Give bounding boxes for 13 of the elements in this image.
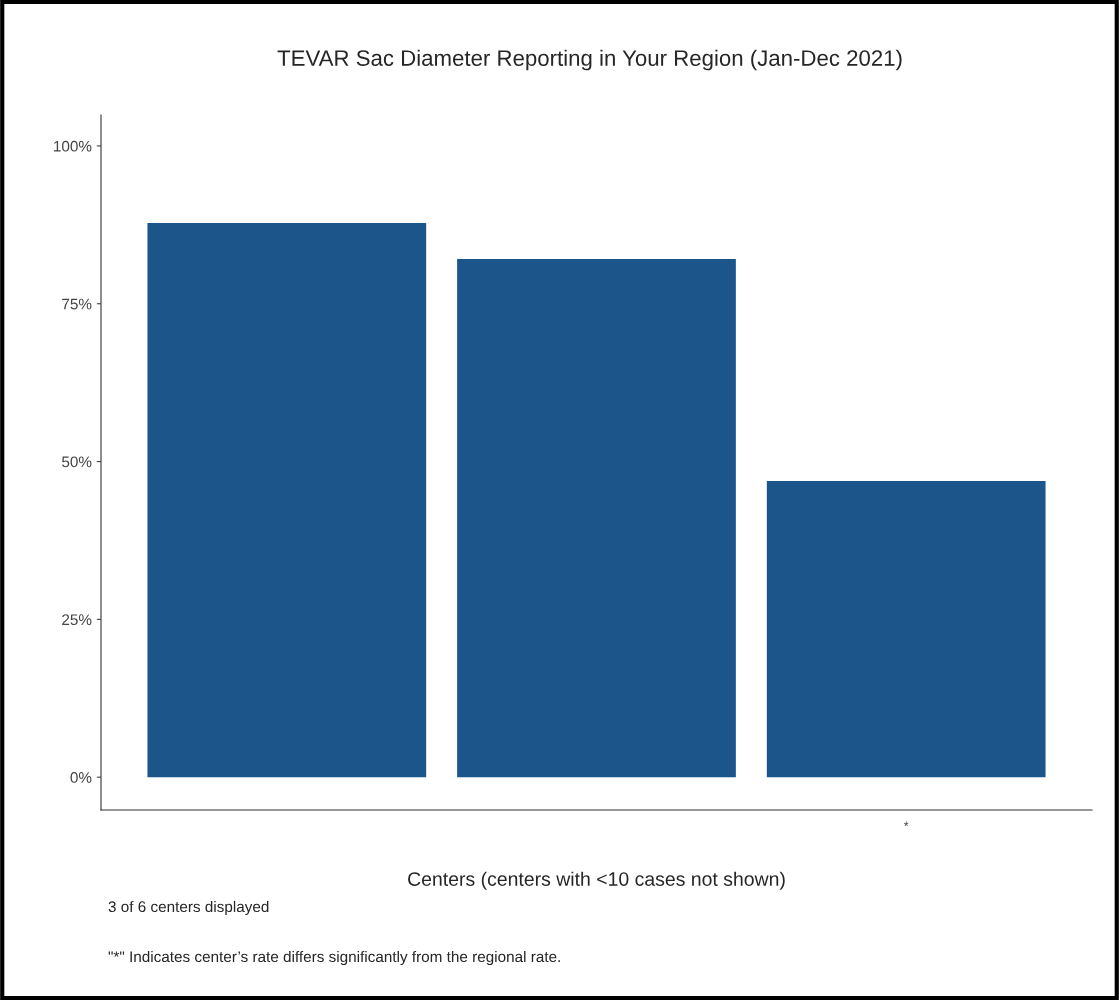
y-tick-label: 75%	[62, 298, 92, 310]
text: "*" Indicates center’s rate differs significantly from the regional rate.	[108, 950, 560, 966]
y-tick-label: 0%	[70, 772, 92, 783]
bar	[457, 258, 736, 778]
bar	[147, 222, 427, 778]
bar	[766, 481, 1046, 778]
chart-title: TEVAR Sac Diameter Reporting in Your Region (Jan-Dec 2021)	[277, 49, 902, 71]
text: 3 of 6 centers displayed	[108, 900, 269, 916]
y-tick-label: 25%	[62, 614, 92, 626]
y-tick-label: 50%	[62, 456, 92, 468]
x-axis-title: Centers (centers with <10 cases not shown)	[408, 871, 785, 890]
y-tick-label: 100%	[54, 140, 92, 152]
x-tick-label: *	[903, 821, 909, 826]
